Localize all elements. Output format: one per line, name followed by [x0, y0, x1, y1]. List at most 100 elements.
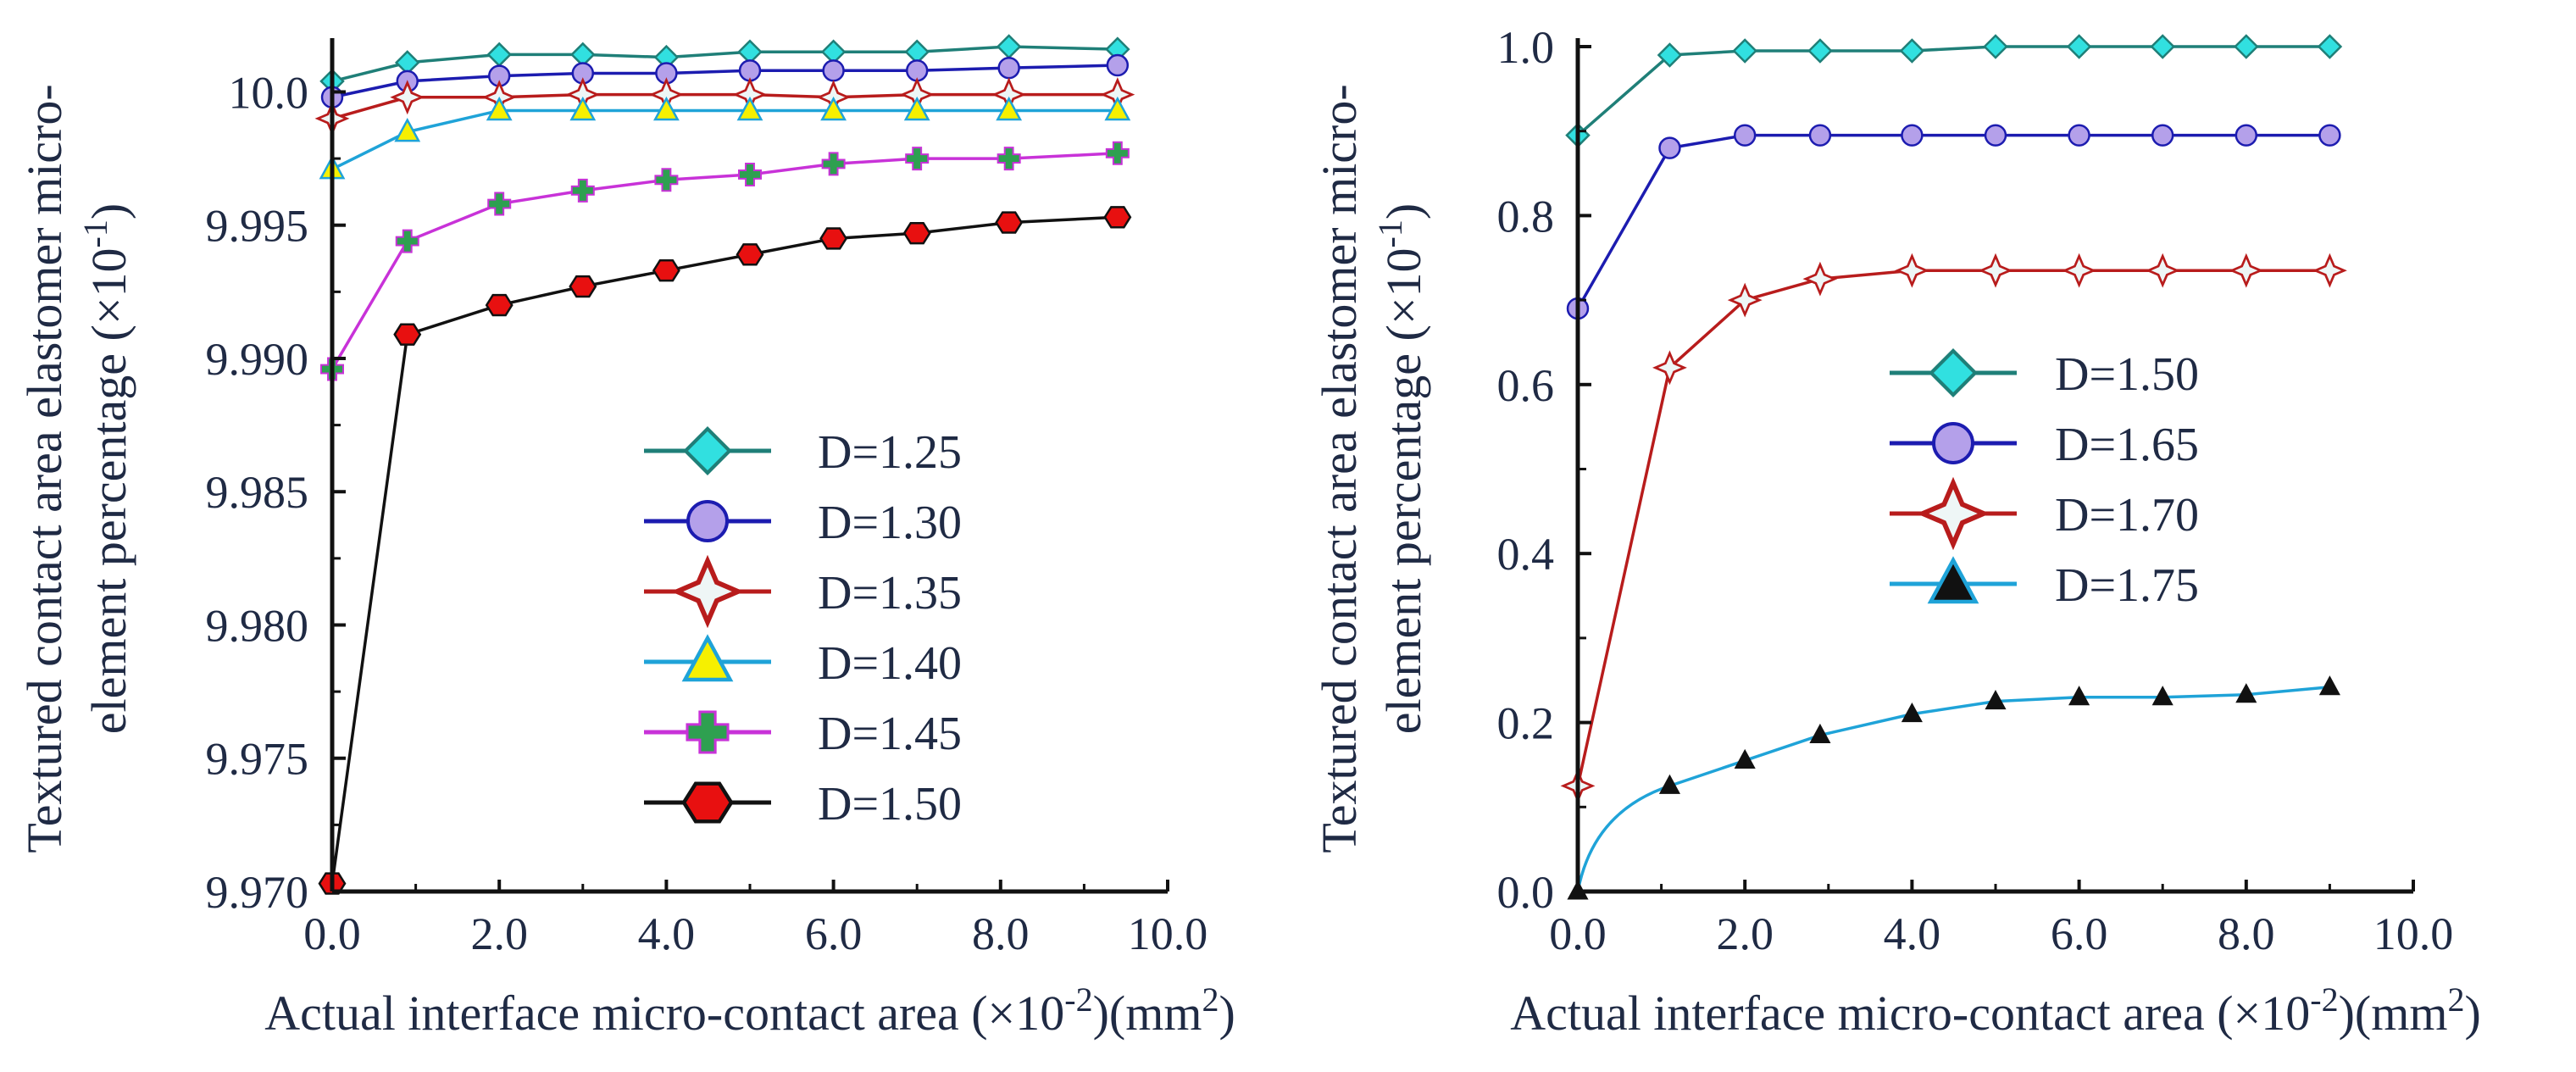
data-point-right [1733, 124, 1757, 147]
data-point-right [1807, 38, 1833, 64]
legend-item-left-D=1.40: D=1.40 [644, 634, 962, 690]
data-point-left [903, 96, 930, 121]
data-point-left [652, 258, 680, 282]
y-tick-label-left: 9.990 [206, 334, 309, 385]
data-point-left [821, 152, 846, 176]
legend-item-right-D=1.70: D=1.70 [1890, 476, 2199, 551]
series-right-D=1.75 [1567, 675, 2340, 900]
data-point-right [2312, 253, 2347, 288]
data-point-right [2062, 253, 2097, 288]
x-tick-label-left: 10.0 [1128, 908, 1208, 959]
data-point-right [1901, 703, 1923, 723]
data-point-left [569, 275, 597, 298]
data-point-left [736, 96, 763, 121]
series-line-left-D=1.35 [331, 92, 1118, 120]
y-tick-label-right: 1.0 [1497, 22, 1555, 73]
data-point-left [390, 80, 425, 115]
x-tick-label-right: 10.0 [2373, 908, 2454, 959]
data-point-left [1104, 96, 1131, 121]
y-tick-label-left: 9.980 [206, 600, 309, 651]
data-point-right [2151, 686, 2174, 706]
data-point-left [1103, 206, 1132, 229]
legend-marker-icon [1929, 348, 1978, 397]
series-right-D=1.70 [1560, 253, 2347, 803]
series-left-D=1.50 [318, 206, 1132, 895]
x-tick-label-right: 2.0 [1716, 908, 1774, 959]
axes-right [1575, 38, 2413, 894]
legend-item-left-D=1.45: D=1.45 [644, 708, 962, 760]
data-point-right [2151, 124, 2174, 147]
series-line-left-D=1.45 [330, 152, 1118, 370]
data-point-left [394, 118, 421, 142]
data-point-left [487, 192, 512, 216]
data-point-right [1984, 124, 2007, 147]
ylabel-right-line2: element percentage (×10-1) [1371, 203, 1431, 734]
x-tick-label-left: 6.0 [805, 908, 863, 959]
series-line-right-D=1.50 [1576, 45, 2330, 137]
data-point-left [570, 178, 595, 203]
legend-marker-icon [686, 500, 729, 542]
legend-label: D=1.40 [818, 637, 962, 690]
data-point-right [2235, 124, 2258, 147]
x-tick-label-left: 2.0 [470, 908, 528, 959]
y-tick-label-left: 9.975 [206, 734, 309, 785]
x-tick-label-left: 4.0 [638, 908, 696, 959]
series-line-left-D=1.40 [331, 108, 1118, 171]
data-point-right [1658, 136, 1681, 159]
y-tick-label-right: 0.0 [1497, 867, 1555, 918]
legend-label: D=1.30 [818, 497, 962, 549]
legend-item-left-D=1.25: D=1.25 [644, 426, 962, 479]
data-point-right [1734, 748, 1756, 769]
series-line-left-D=1.30 [331, 64, 1118, 99]
chart-right: 0.0 2.0 4.0 6.0 8.0 10.0 0.0 0.2 0.4 0.6 0.8 1.0 D=… [1312, 22, 2481, 1041]
legend-marker-icon [681, 634, 734, 682]
series-line-right-D=1.70 [1576, 269, 2330, 786]
x-tick-label-right: 8.0 [2218, 908, 2275, 959]
data-point-left [996, 34, 1022, 59]
data-point-right [2229, 253, 2264, 288]
x-tick-label-right: 6.0 [2051, 908, 2108, 959]
data-point-left [997, 56, 1020, 80]
y-tick-label-left: 10.0 [229, 67, 309, 118]
series-right-D=1.65 [1566, 124, 2341, 320]
data-point-left [902, 221, 931, 245]
data-point-left [996, 96, 1023, 121]
data-point-left [905, 147, 930, 171]
legend-label: D=1.45 [818, 708, 962, 760]
data-point-right [1658, 774, 1681, 794]
data-point-right [1652, 350, 1687, 386]
y-tick-label-right: 0.2 [1497, 698, 1555, 749]
legend-left: D=1.25 D=1.30 D=1.35 D=1.40 D=1.45 D=1.50 [644, 426, 962, 830]
ylabel-left-line2: element percentage (×10-1) [76, 203, 136, 734]
y-tick-label-left: 9.970 [206, 867, 309, 918]
legend-label: D=1.70 [2055, 489, 2199, 542]
y-tick-label-left: 9.985 [206, 467, 309, 518]
legend-item-right-D=1.65: D=1.65 [1890, 419, 2199, 471]
legend-label: D=1.35 [818, 567, 962, 619]
data-point-right [1657, 42, 1683, 68]
series-line-right-D=1.75 [1576, 685, 2330, 892]
x-tick-label-left: 0.0 [303, 908, 361, 959]
legend-item-left-D=1.30: D=1.30 [644, 497, 962, 549]
data-point-left [820, 96, 847, 121]
data-point-left [819, 227, 848, 250]
series-line-right-D=1.65 [1576, 133, 2330, 309]
data-point-right [1899, 38, 1925, 64]
data-point-right [2066, 34, 2092, 59]
y-tick-label-right: 0.6 [1497, 360, 1555, 411]
legend-marker-icon [686, 710, 730, 754]
data-point-left [1106, 53, 1130, 77]
x-tick-label-right: 4.0 [1884, 908, 1941, 959]
data-point-left [486, 42, 512, 68]
data-point-right [2068, 686, 2090, 706]
data-point-right [2235, 683, 2257, 703]
data-point-left [393, 323, 422, 346]
data-point-right [2150, 34, 2175, 59]
data-point-right [2068, 124, 2090, 147]
data-point-right [1727, 282, 1763, 318]
legend-item-left-D=1.35: D=1.35 [644, 554, 962, 629]
data-point-right [1802, 261, 1838, 297]
data-point-left [995, 211, 1024, 234]
legend-item-left-D=1.50: D=1.50 [644, 778, 962, 830]
data-point-left [822, 59, 845, 82]
